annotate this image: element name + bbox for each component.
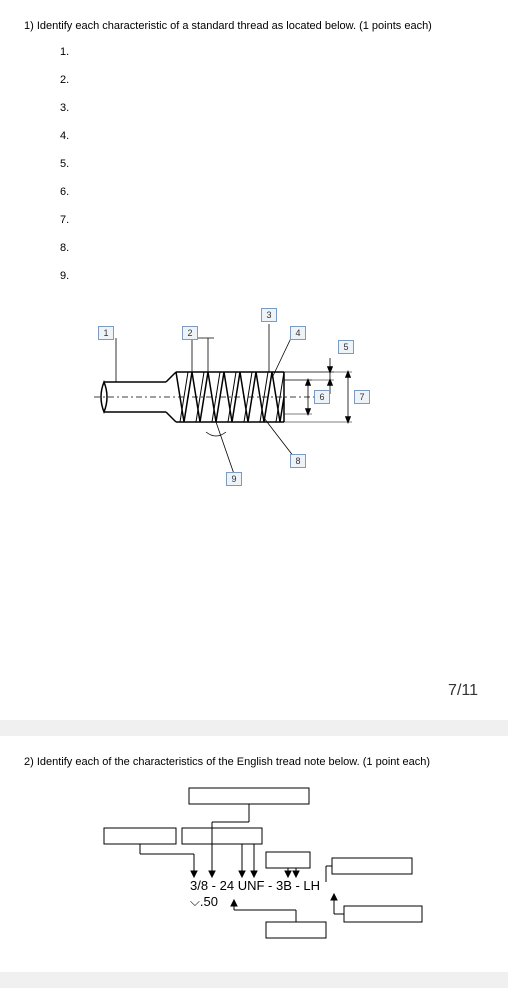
q2-prompt: 2) Identify each of the characteristics … bbox=[24, 756, 484, 768]
q2-thread-note-diagram: 3/8 - 24 UNF - 3B - LH ⌵.50 bbox=[74, 782, 434, 952]
callout-9: 9 bbox=[226, 472, 242, 486]
thread-note-svg: 3/8 - 24 UNF - 3B - LH ⌵.50 bbox=[74, 782, 434, 952]
callout-4: 4 bbox=[290, 326, 306, 340]
callout-1: 1 bbox=[98, 326, 114, 340]
thread-note-line2: ⌵.50 bbox=[190, 894, 218, 909]
q1-item-2: 2. bbox=[60, 74, 484, 86]
q1-item-9: 9. bbox=[60, 270, 484, 282]
callout-8: 8 bbox=[290, 454, 306, 468]
q1-item-6: 6. bbox=[60, 186, 484, 198]
callout-3: 3 bbox=[261, 308, 277, 322]
q1-item-5: 5. bbox=[60, 158, 484, 170]
q1-item-4: 4. bbox=[60, 130, 484, 142]
callout-5: 5 bbox=[338, 340, 354, 354]
q1-item-3: 3. bbox=[60, 102, 484, 114]
callout-2: 2 bbox=[182, 326, 198, 340]
q1-item-8: 8. bbox=[60, 242, 484, 254]
thread-note-line1: 3/8 - 24 UNF - 3B - LH bbox=[190, 878, 320, 893]
q1-thread-diagram: 1 2 3 4 5 6 7 8 9 bbox=[94, 302, 414, 502]
page-1: 1) Identify each characteristic of a sta… bbox=[0, 0, 508, 720]
q1-answer-list: 1. 2. 3. 4. 5. 6. 7. 8. 9. bbox=[60, 46, 484, 282]
page-counter: 7/11 bbox=[448, 682, 478, 700]
q1-item-1: 1. bbox=[60, 46, 484, 58]
q1-prompt: 1) Identify each characteristic of a sta… bbox=[24, 20, 484, 32]
q1-item-7: 7. bbox=[60, 214, 484, 226]
page-2: 2) Identify each of the characteristics … bbox=[0, 736, 508, 972]
callout-7: 7 bbox=[354, 390, 370, 404]
callout-6: 6 bbox=[314, 390, 330, 404]
